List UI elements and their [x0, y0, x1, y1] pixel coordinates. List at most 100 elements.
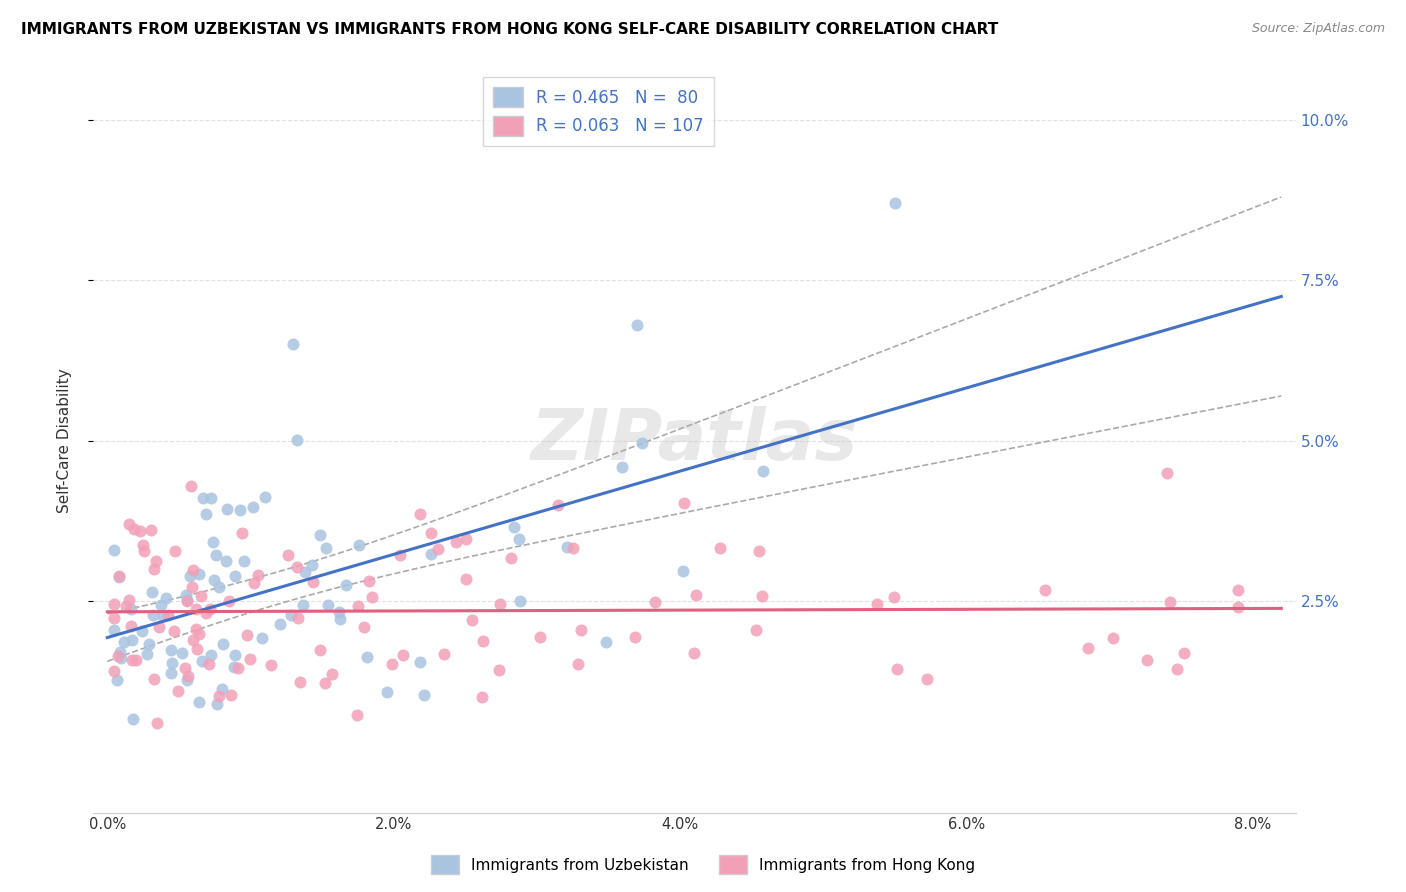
Point — [866, 597, 889, 611]
Point — [159, 666, 181, 681]
Point — [110, 650, 132, 665]
Point — [150, 598, 173, 612]
Point — [709, 541, 731, 555]
Point — [316, 598, 339, 612]
Point — [174, 588, 197, 602]
Point — [752, 464, 775, 478]
Point — [644, 594, 666, 608]
Point — [1077, 640, 1099, 655]
Point — [1102, 631, 1125, 645]
Point — [329, 612, 352, 626]
Point — [173, 661, 195, 675]
Point — [1135, 653, 1157, 667]
Point — [105, 673, 128, 688]
Point — [444, 535, 467, 549]
Point — [239, 652, 262, 666]
Point — [291, 599, 314, 613]
Point — [177, 669, 200, 683]
Point — [388, 548, 411, 562]
Point — [682, 646, 704, 660]
Point — [208, 581, 231, 595]
Point — [509, 594, 531, 608]
Point — [883, 590, 905, 604]
Point — [335, 578, 357, 592]
Point — [145, 554, 167, 568]
Point — [412, 688, 434, 702]
Point — [555, 540, 578, 554]
Point — [361, 591, 384, 605]
Point — [883, 196, 905, 211]
Point — [547, 498, 569, 512]
Point — [302, 575, 325, 590]
Point — [488, 598, 510, 612]
Point — [181, 563, 204, 577]
Point — [132, 543, 155, 558]
Point — [499, 550, 522, 565]
Point — [529, 630, 551, 644]
Point — [567, 657, 589, 672]
Point — [321, 667, 343, 681]
Point — [454, 572, 477, 586]
Point — [181, 632, 204, 647]
Point — [232, 554, 254, 568]
Point — [433, 647, 456, 661]
Point — [201, 535, 224, 549]
Point — [176, 593, 198, 607]
Point — [184, 622, 207, 636]
Point — [346, 599, 368, 614]
Point — [200, 648, 222, 663]
Point — [315, 541, 337, 555]
Point — [308, 528, 330, 542]
Point — [672, 496, 695, 510]
Point — [224, 659, 246, 673]
Point — [202, 574, 225, 588]
Legend: Immigrants from Uzbekistan, Immigrants from Hong Kong: Immigrants from Uzbekistan, Immigrants f… — [425, 849, 981, 880]
Point — [118, 593, 141, 607]
Point — [120, 619, 142, 633]
Point — [115, 599, 138, 613]
Point — [112, 634, 135, 648]
Point — [471, 690, 494, 704]
Point — [211, 681, 233, 696]
Text: IMMIGRANTS FROM UZBEKISTAN VS IMMIGRANTS FROM HONG KONG SELF-CARE DISABILITY COR: IMMIGRANTS FROM UZBEKISTAN VS IMMIGRANTS… — [21, 22, 998, 37]
Point — [745, 623, 768, 637]
Point — [198, 657, 221, 671]
Point — [409, 508, 432, 522]
Point — [503, 520, 526, 534]
Point — [200, 491, 222, 505]
Point — [215, 554, 238, 568]
Point — [184, 602, 207, 616]
Point — [159, 642, 181, 657]
Point — [167, 684, 190, 698]
Point — [135, 647, 157, 661]
Point — [1227, 600, 1250, 615]
Point — [357, 574, 380, 589]
Point — [205, 698, 228, 712]
Point — [195, 606, 218, 620]
Point — [121, 653, 143, 667]
Point — [160, 657, 183, 671]
Point — [224, 648, 246, 662]
Point — [138, 637, 160, 651]
Point — [107, 648, 129, 663]
Point — [186, 642, 208, 657]
Y-axis label: Self-Care Disability: Self-Care Disability — [58, 368, 72, 513]
Point — [176, 593, 198, 607]
Point — [260, 658, 283, 673]
Point — [328, 605, 350, 619]
Point — [409, 655, 432, 669]
Point — [121, 632, 143, 647]
Point — [219, 688, 242, 702]
Point — [381, 657, 404, 671]
Point — [672, 565, 695, 579]
Point — [917, 672, 939, 686]
Point — [165, 544, 187, 558]
Point — [122, 523, 145, 537]
Point — [143, 673, 166, 687]
Point — [612, 460, 634, 475]
Point — [125, 653, 148, 667]
Point — [253, 491, 276, 505]
Point — [117, 517, 139, 532]
Point — [456, 532, 478, 546]
Point — [748, 544, 770, 558]
